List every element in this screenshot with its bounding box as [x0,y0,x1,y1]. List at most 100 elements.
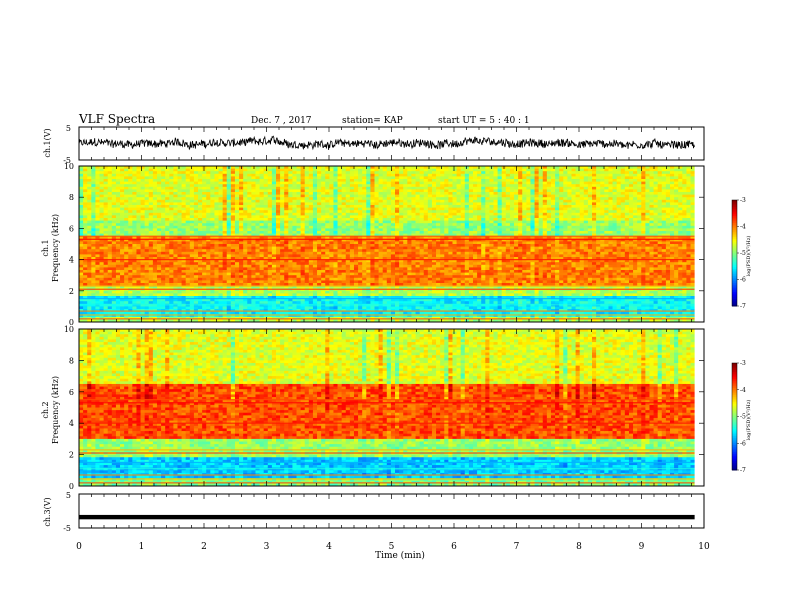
spectrogram-cell [292,233,297,237]
spectrogram-cell [226,262,232,266]
spectrogram-cell [148,236,154,240]
spectrogram-cell [292,184,297,188]
spectrogram-cell [251,296,256,299]
spectrogram-cell [353,267,359,271]
spectrogram-cell [107,267,113,271]
spectrogram-cell [79,301,84,305]
spectrogram-cell [353,314,359,318]
spectrogram-cell [198,283,203,286]
spectrogram-cell [177,257,182,260]
spectrogram-cell [234,283,240,286]
spectrogram-cell [267,218,273,221]
spectrogram-cell [120,218,125,221]
spectrogram-cell [251,173,256,177]
spectrogram-cell [308,251,314,255]
spectrogram-cell [251,210,256,214]
spectrogram-cell [132,296,137,299]
spectrogram-cell [189,197,195,201]
spectrogram-cell [374,218,379,221]
spectrogram-cell [345,189,351,193]
spectrogram-cell [120,319,125,323]
spectrogram-cell [374,285,379,289]
spectrogram-cell [107,306,113,310]
spectrogram-cell [107,290,113,294]
spectrogram-cell [124,202,129,206]
spectrogram-cell [99,285,105,289]
spectrogram-cell [267,267,273,271]
spectrogram-cell [317,220,322,224]
spectrogram-cell [407,264,412,268]
spectrogram-cell [169,283,174,286]
spectrogram-cell [276,194,281,198]
spectrogram-cell [140,207,146,211]
spectrogram-cell [226,218,232,221]
spectrogram-cell [136,275,141,279]
spectrogram-cell [317,168,322,172]
spectrogram-cell [255,186,260,190]
spectrogram-cell [91,306,96,310]
spectrogram-cell [271,220,277,224]
spectrogram-cell [99,264,105,268]
spectrogram-cell [341,225,347,229]
spectrogram-cell [390,192,396,195]
spectrogram-cell [333,189,338,193]
spectrogram-cell [198,192,203,195]
spectrogram-cell [407,246,412,250]
spectrogram-cell [222,267,228,271]
spectrogram-cell [284,173,289,177]
spectrogram-cell [177,262,182,266]
spectrogram-cell [325,176,330,180]
spectrogram-cell [247,244,252,247]
spectrogram-cell [300,210,306,214]
spectrogram-cell [308,181,314,185]
spectrogram-cell [79,296,84,299]
spectrogram-cell [226,314,232,318]
spectrogram-cell [358,197,363,201]
spectrogram-cell [378,254,384,258]
spectrogram-cell [198,319,203,323]
spectrogram-cell [115,166,121,169]
spectrogram-cell [136,238,141,242]
spectrogram-cell [411,189,416,193]
spectrogram-cell [325,293,330,297]
spectrogram-cell [358,171,363,175]
spectrogram-cell [185,241,191,245]
spectrogram-cell [120,205,125,208]
spectrogram-cell [390,246,396,250]
spectrogram-cell [251,228,256,232]
spectrogram-cell [156,233,162,237]
spectrogram-cell [198,306,203,310]
spectrogram-cell [374,215,379,219]
spectrogram-cell [325,257,330,260]
spectrogram-cell [95,184,100,188]
spectrogram-cell [169,168,174,172]
spectrogram-cell [386,319,392,323]
spectrogram-cell [189,280,195,284]
spectrogram-cell [165,205,170,208]
spectrogram-cell [156,246,162,250]
spectrogram-cell [370,238,375,242]
spectrogram-cell [144,275,150,279]
spectrogram-cell [403,194,408,198]
spectrogram-cell [378,290,384,294]
spectrogram-cell [280,223,285,227]
spectrogram-cell [136,166,141,169]
spectrogram-cell [259,202,265,206]
spectrogram-cell [333,228,338,232]
spectrogram-cell [271,244,277,247]
spectrogram-cell [325,275,330,279]
spectrogram-cell [259,210,265,214]
spectrogram-cell [107,176,113,180]
spectrogram-cell [230,199,236,203]
spectrogram-cell [349,319,355,323]
spectrogram-cell [107,296,113,299]
spectrogram-cell [239,249,244,253]
spectrogram-cell [148,228,154,232]
spectrogram-cell [321,231,326,234]
spectrogram-cell [95,218,100,221]
spectrogram-cell [230,223,236,227]
spectrogram-cell [239,267,244,271]
spectrogram-cell [239,301,244,305]
spectrogram-cell [366,228,371,232]
spectrogram-cell [403,225,408,229]
